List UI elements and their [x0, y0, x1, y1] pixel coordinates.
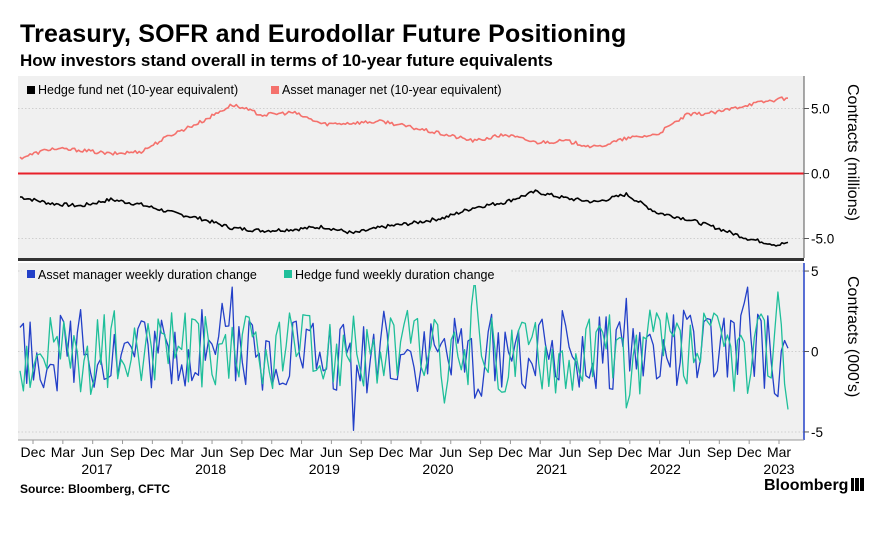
x-year-label: 2023 [763, 461, 794, 477]
legend-hedge-fund-net: Hedge fund net (10-year equivalent) [38, 83, 238, 97]
bottom-panel-series [19, 278, 789, 431]
top-y-tick-label: 5.0 [811, 102, 830, 117]
x-month-label: Mar [528, 444, 552, 460]
x-month-label: Sep [707, 444, 732, 460]
top-y-tick-label: -5.0 [811, 232, 834, 247]
x-month-label: Jun [439, 444, 462, 460]
asset-manager-net-swatch [271, 86, 279, 94]
asset-manager-weekly-swatch [27, 270, 35, 278]
x-year-label: 2018 [195, 461, 226, 477]
x-month-label: Sep [468, 444, 493, 460]
x-month-label: Mar [170, 444, 194, 460]
x-year-label: 2022 [650, 461, 681, 477]
bottom-legend: Asset manager weekly duration change Hed… [22, 265, 510, 285]
top-y-tick-label: 0.0 [811, 167, 830, 182]
x-month-label: Dec [498, 444, 523, 460]
x-month-label: Mar [51, 444, 75, 460]
bottom-y-tick-label: -5 [811, 425, 823, 440]
x-month-label: Dec [737, 444, 762, 460]
x-month-label: Jun [81, 444, 104, 460]
x-month-label: Mar [648, 444, 672, 460]
x-month-label: Sep [229, 444, 254, 460]
x-month-label: Sep [587, 444, 612, 460]
terminal-icon [851, 478, 865, 491]
top-legend: Hedge fund net (10-year equivalent) Asse… [22, 79, 526, 99]
x-year-label: 2019 [309, 461, 340, 477]
x-month-label: Dec [379, 444, 404, 460]
chart-title: Treasury, SOFR and Eurodollar Future Pos… [20, 20, 627, 48]
x-month-label: Mar [767, 444, 791, 460]
legend-asset-manager-weekly: Asset manager weekly duration change [38, 268, 257, 282]
bottom-y-tick-label: 0 [811, 345, 819, 360]
x-axis-labels: Dec Mar Jun Sep Dec Mar Jun Sep Dec Mar Jun Sep Dec M… [21, 440, 795, 477]
bottom-legend-box [22, 265, 510, 285]
brand-text: Bloomberg [764, 477, 849, 494]
top-panel-series [19, 96, 789, 247]
x-month-label: Dec [259, 444, 284, 460]
top-series-line-1 [19, 96, 789, 160]
bottom-series-line-0 [19, 286, 789, 431]
chart-subtitle: How investors stand overall in terms of … [20, 51, 553, 70]
x-month-label: Sep [349, 444, 374, 460]
legend-asset-manager-net: Asset manager net (10-year equivalent) [282, 83, 502, 97]
x-month-label: Mar [289, 444, 313, 460]
x-month-label: Jun [201, 444, 224, 460]
x-month-label: Jun [678, 444, 701, 460]
x-year-label: 2017 [81, 461, 112, 477]
x-month-label: Dec [140, 444, 165, 460]
x-year-label: 2021 [536, 461, 567, 477]
top-y-axis-label: Contracts (millions) [844, 84, 861, 221]
top-panel-background [18, 76, 804, 258]
bottom-y-tick-label: 5 [811, 264, 819, 279]
top-series-line-0 [19, 189, 789, 247]
bottom-series-line-1 [19, 278, 789, 410]
x-month-label: Dec [617, 444, 642, 460]
x-month-label: Sep [110, 444, 135, 460]
hedge-fund-weekly-swatch [284, 270, 292, 278]
bottom-y-axis-ticks: 5 0 -5 [804, 264, 823, 440]
bottom-y-axis-label: Contracts (000's) [844, 276, 861, 397]
bloomberg-logo: Bloomberg [764, 477, 865, 495]
x-month-label: Jun [559, 444, 582, 460]
top-y-axis-ticks: 5.0 0.0 -5.0 [804, 102, 834, 247]
source-note: Source: Bloomberg, CFTC [20, 482, 171, 496]
x-month-label: Mar [409, 444, 433, 460]
x-year-label: 2020 [422, 461, 453, 477]
hedge-fund-net-swatch [27, 86, 35, 94]
x-month-label: Jun [320, 444, 343, 460]
legend-hedge-fund-weekly: Hedge fund weekly duration change [295, 268, 494, 282]
x-month-label: Dec [21, 444, 46, 460]
